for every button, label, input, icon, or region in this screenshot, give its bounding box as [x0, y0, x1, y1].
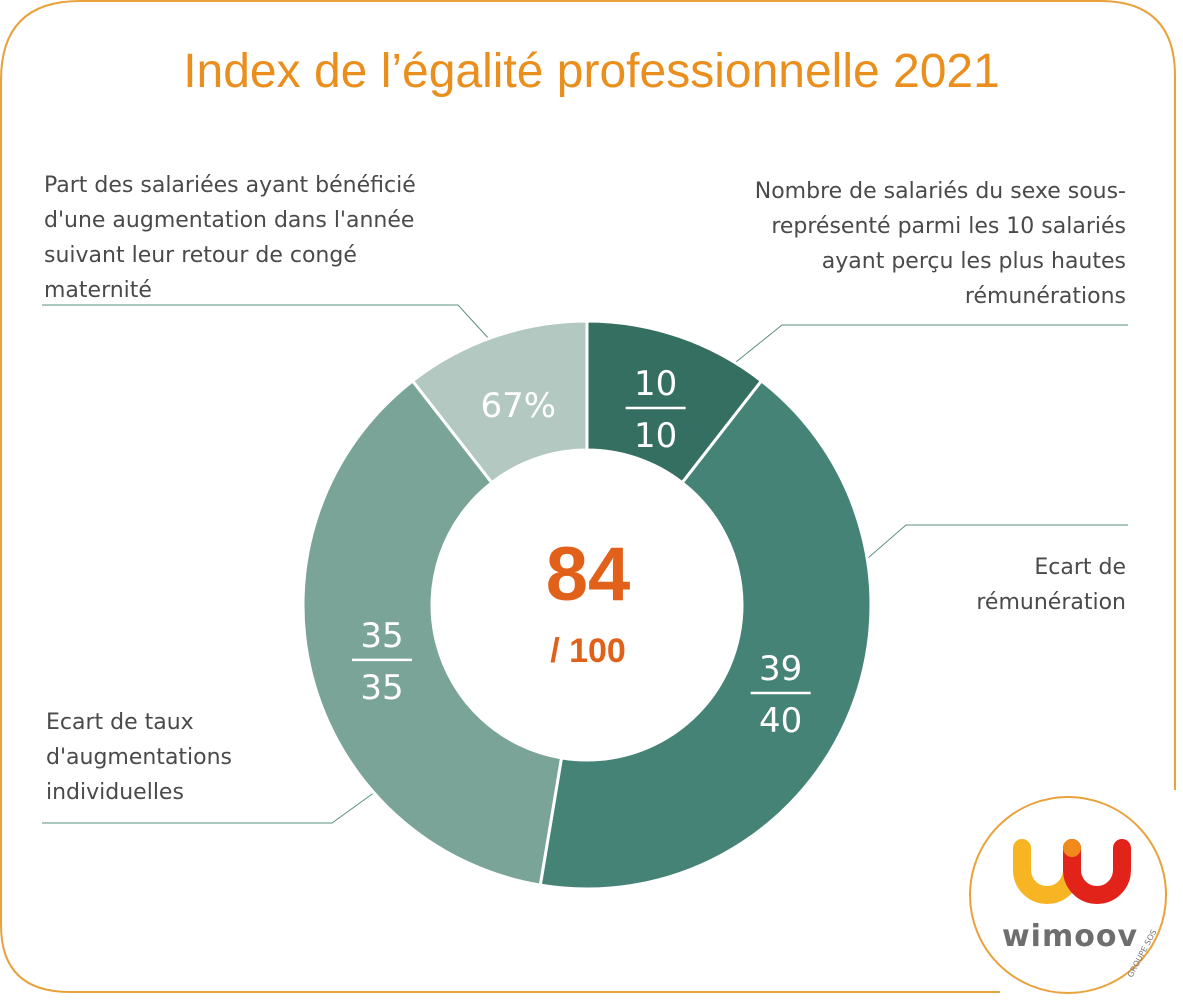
label-raise-gap: Ecart de taux d'augmentations individuel…: [46, 710, 233, 805]
leader-line-top-earners: [735, 324, 1128, 363]
segment-max-raise-gap: 35: [360, 668, 403, 708]
total-max: / 100: [550, 632, 626, 670]
segment-max-pay-gap: 40: [759, 701, 802, 741]
segment-score-raise-gap: 35: [360, 616, 403, 656]
donut-segment-maternity: [410, 319, 589, 485]
logo-wordmark: wimoov: [1002, 919, 1138, 954]
donut-segment-raise-gap: [301, 378, 564, 887]
label-maternity-raise: Part des salariées ayant bénéficié d'une…: [44, 173, 416, 303]
leader-line-maternity: [42, 304, 491, 341]
leader-line-pay-gap: [867, 524, 1128, 559]
label-pay-gap: Ecart de rémunération: [976, 555, 1126, 615]
label-top-earners: Nombre de salariés du sexe sous- représe…: [754, 179, 1126, 309]
wimoov-logo: wimoov GROUPE SOS: [969, 796, 1167, 994]
segment-max-top-earners: 10: [634, 416, 677, 456]
segment-score-top-earners: 10: [634, 364, 677, 404]
segment-value-maternity: 67%: [481, 386, 557, 426]
segment-score-pay-gap: 39: [759, 649, 802, 689]
donut-segment-pay-gap: [538, 378, 873, 891]
leader-line-raise-gap: [42, 791, 376, 824]
logo-red-shape: [1063, 839, 1131, 904]
total-score: 84: [546, 532, 631, 617]
page-title: Index de l’égalité professionnelle 2021: [183, 45, 1000, 98]
